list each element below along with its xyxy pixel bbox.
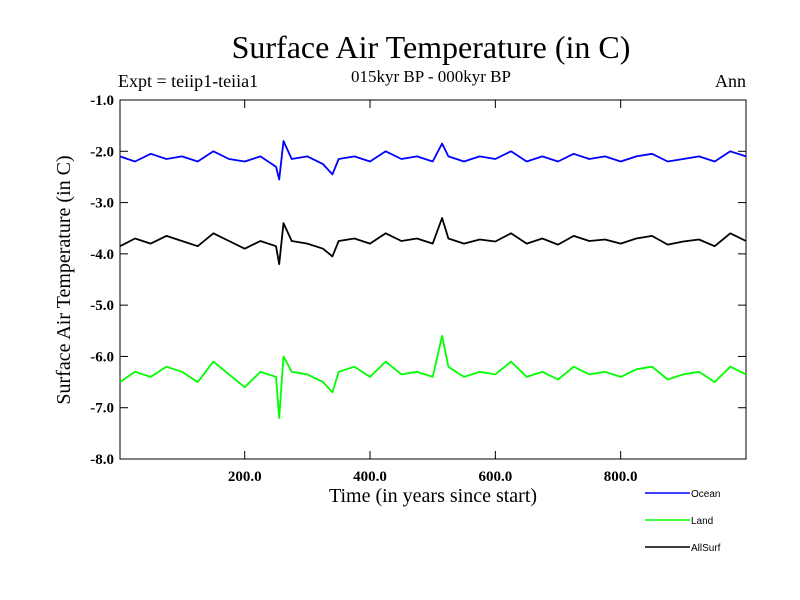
y-tick-label: -7.0 bbox=[90, 401, 114, 417]
experiment-label: Expt = teiip1-teiia1 bbox=[118, 71, 258, 91]
y-tick-label: -6.0 bbox=[90, 349, 114, 365]
x-tick-label: 200.0 bbox=[228, 469, 262, 485]
chart-subtitle: 015kyr BP - 000kyr BP bbox=[351, 67, 511, 86]
series-line-allsurf bbox=[119, 217, 747, 266]
y-axis-ticks: -1.0 -2.0 -3.0 -4.0 -5.0 -6.0 -7.0 -8.0 bbox=[90, 93, 746, 468]
y-axis-label: Surface Air Temperature (in C) bbox=[53, 155, 75, 404]
chart-title: Surface Air Temperature (in C) bbox=[232, 29, 631, 65]
x-tick-label: 600.0 bbox=[478, 469, 512, 485]
y-tick-label: -8.0 bbox=[90, 452, 114, 468]
plot-area: 200.0 400.0 600.0 800.0 -1.0 -2.0 -3.0 -4.0 -5.… bbox=[90, 93, 747, 485]
y-tick-label: -3.0 bbox=[90, 196, 114, 212]
legend-label-allsurf: AllSurf bbox=[691, 543, 721, 554]
legend-label-land: Land bbox=[691, 516, 713, 527]
y-tick-label: -2.0 bbox=[90, 144, 114, 160]
season-label: Ann bbox=[715, 71, 746, 91]
series-line-ocean bbox=[119, 140, 747, 181]
x-tick-label: 400.0 bbox=[353, 469, 387, 485]
x-axis-ticks: 200.0 400.0 600.0 800.0 bbox=[228, 100, 638, 485]
series-line-land bbox=[119, 334, 747, 419]
legend: Ocean Land AllSurf bbox=[645, 489, 721, 554]
legend-label-ocean: Ocean bbox=[691, 489, 720, 500]
y-tick-label: -1.0 bbox=[90, 93, 114, 109]
series-layer bbox=[119, 140, 747, 419]
x-tick-label: 800.0 bbox=[604, 469, 638, 485]
x-axis-label: Time (in years since start) bbox=[329, 485, 537, 507]
plot-frame bbox=[119, 99, 747, 460]
y-tick-label: -5.0 bbox=[90, 298, 114, 314]
y-tick-label: -4.0 bbox=[90, 247, 114, 263]
